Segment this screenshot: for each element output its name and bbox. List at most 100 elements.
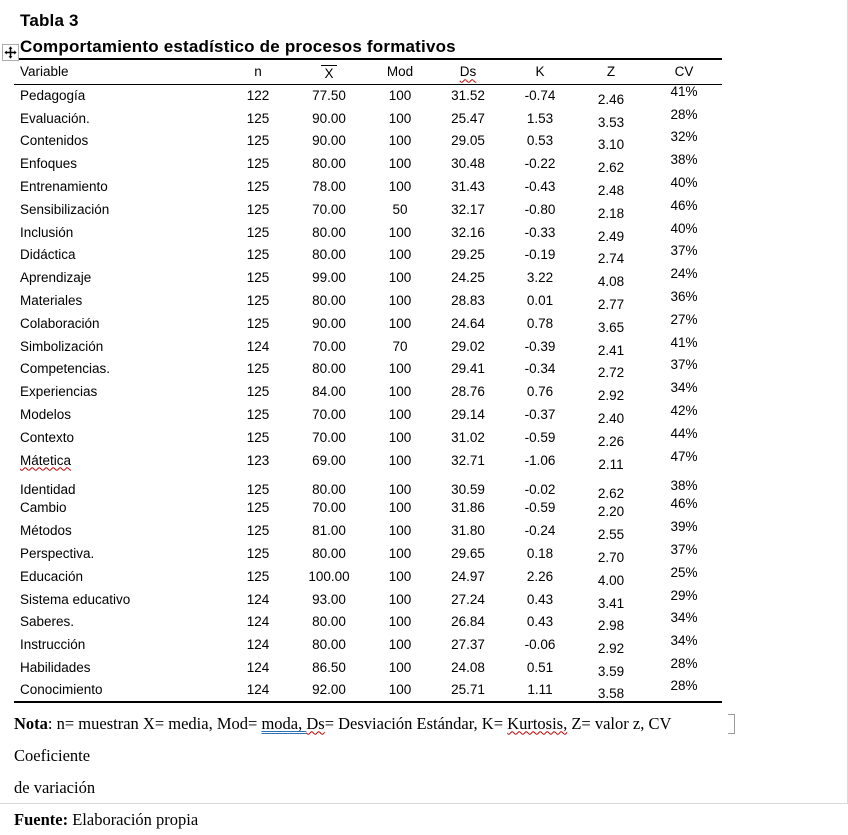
- row-value: -0.22: [504, 152, 576, 175]
- cell-text: 30.59: [451, 481, 485, 497]
- cell-text: 100: [388, 591, 412, 607]
- row-value: 0.43: [504, 611, 576, 634]
- row-value: 125: [226, 198, 290, 221]
- cell-text: 31.02: [451, 429, 485, 445]
- row-value: 3.10: [576, 130, 646, 153]
- table-move-handle[interactable]: [2, 44, 19, 61]
- row-value: 125: [226, 497, 290, 520]
- row-variable: Simbolización: [14, 335, 226, 358]
- row-value: 92.00: [290, 679, 368, 702]
- row-value: -0.33: [504, 221, 576, 244]
- note-segment: Kurtosis,: [507, 713, 568, 733]
- cell-text: 90.00: [312, 315, 346, 331]
- row-value: 99.00: [290, 266, 368, 289]
- cell-text: 2.46: [597, 92, 625, 108]
- column-header-label: CV: [674, 64, 694, 80]
- cell-text: 2.92: [597, 641, 625, 657]
- cell-text: 100: [388, 179, 412, 195]
- cell-text: 125: [246, 568, 270, 584]
- note-segment: moda,: [261, 713, 307, 733]
- cell-text: 24.08: [451, 660, 485, 676]
- row-value: 84.00: [290, 380, 368, 403]
- row-value: 125: [226, 426, 290, 449]
- cell-text: 70.00: [312, 500, 346, 516]
- cell-text: 24.25: [451, 270, 485, 286]
- column-header-label: Variable: [20, 64, 69, 80]
- cell-text: 3.10: [597, 137, 625, 153]
- header-row: Variable n X Mod Ds K Z CV: [14, 59, 722, 84]
- cell-text: 0.78: [526, 315, 554, 331]
- cell-text: Habilidades: [20, 660, 91, 676]
- cell-text: 24%: [670, 266, 698, 282]
- cell-text: 1.11: [527, 682, 553, 698]
- table-row: Sistema educativo 124 93.00 100 27.24 0.43 3.4…: [14, 588, 722, 611]
- row-value: 3.65: [576, 312, 646, 335]
- row-value: 34%: [646, 610, 722, 634]
- row-value: 26.84: [432, 611, 504, 634]
- cell-text: Conocimiento: [20, 682, 103, 698]
- cell-text: 1.53: [526, 110, 554, 126]
- column-header-label: Ds: [459, 64, 477, 80]
- row-value: 39%: [646, 519, 722, 542]
- cell-text: 34%: [670, 380, 698, 396]
- row-value: 70: [368, 335, 432, 358]
- row-value: 100: [368, 426, 432, 449]
- row-variable: Habilidades: [14, 656, 226, 679]
- row-variable: Mátetica: [14, 449, 226, 472]
- cell-text: 32.71: [451, 452, 485, 468]
- cell-text: 100: [388, 429, 412, 445]
- cell-text: 28.83: [451, 293, 485, 309]
- row-value: 2.62: [576, 472, 646, 501]
- cell-text: 81.00: [312, 523, 346, 539]
- table-row: Modelos 125 70.00 100 29.14 -0.37 2.40 42%: [14, 403, 722, 426]
- row-variable: Conocimiento: [14, 679, 226, 702]
- row-value: 100: [368, 312, 432, 335]
- row-variable: Sensibilización: [14, 198, 226, 221]
- cell-text: 100: [388, 110, 412, 126]
- row-value: 2.77: [576, 289, 646, 312]
- row-value: 123: [226, 449, 290, 472]
- row-value: 29.02: [432, 335, 504, 358]
- row-value: 100: [368, 221, 432, 244]
- column-header-cv: CV: [646, 59, 722, 84]
- row-value: 100: [368, 565, 432, 588]
- row-value: 80.00: [290, 221, 368, 244]
- cell-text: -1.06: [524, 452, 556, 468]
- table-row: Simbolización 124 70.00 70 29.02 -0.39 2.41 41%: [14, 335, 722, 358]
- cell-text: 100: [388, 500, 412, 516]
- cell-text: 80.00: [312, 361, 346, 377]
- row-value: 37%: [646, 357, 722, 381]
- row-value: 3.53: [576, 107, 646, 130]
- row-value: 24.25: [432, 266, 504, 289]
- cell-text: 46%: [670, 496, 698, 512]
- cell-text: 125: [246, 270, 270, 286]
- row-value: 69.00: [290, 449, 368, 472]
- cell-text: 125: [246, 224, 270, 240]
- row-value: 32.17: [432, 198, 504, 221]
- row-value: 78.00: [290, 175, 368, 198]
- cell-text: 100: [388, 247, 412, 263]
- row-variable: Pedagogía: [14, 84, 226, 107]
- row-value: 80.00: [290, 633, 368, 656]
- cell-text: Inclusión: [20, 224, 74, 240]
- cell-text: 100: [388, 546, 412, 562]
- row-value: 100: [368, 130, 432, 153]
- cell-text: Perspectiva.: [20, 546, 95, 562]
- row-value: 100: [368, 380, 432, 403]
- row-value: 0.18: [504, 542, 576, 565]
- row-value: -0.39: [504, 335, 576, 358]
- row-value: 100: [368, 519, 432, 542]
- row-value: -0.37: [504, 403, 576, 426]
- cell-text: 40%: [670, 175, 698, 191]
- row-variable: Contenidos: [14, 130, 226, 153]
- cell-text: 31.43: [451, 179, 485, 195]
- row-value: 29.14: [432, 403, 504, 426]
- cell-text: 41%: [670, 84, 698, 100]
- cell-text: 70: [392, 338, 408, 354]
- cell-text: 27.37: [451, 637, 485, 653]
- cell-text: 70.00: [312, 201, 346, 217]
- cell-text: 2.48: [597, 183, 625, 199]
- row-value: 42%: [646, 403, 722, 426]
- row-variable: Educación: [14, 565, 226, 588]
